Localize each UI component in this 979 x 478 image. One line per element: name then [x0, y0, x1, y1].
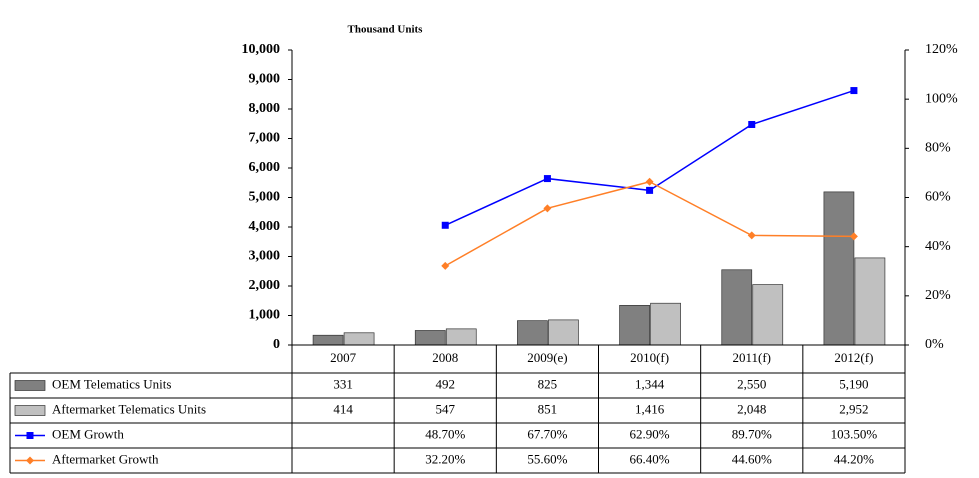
bar: [517, 320, 548, 346]
y2-tick-label: 60%: [925, 190, 951, 205]
bar: [752, 284, 784, 346]
table-value: 67.70%: [527, 426, 567, 441]
bar: [414, 330, 446, 346]
y-tick-label: 5,000: [249, 190, 281, 205]
bar: [823, 191, 855, 346]
table-value: 851: [538, 401, 558, 416]
table-value: 44.20%: [834, 451, 874, 466]
table-value: 2,048: [737, 401, 766, 416]
y2-tick-label: 0%: [925, 337, 944, 352]
y-tick-label: 10,000: [242, 42, 281, 57]
legend-label: OEM Telematics Units: [52, 376, 171, 391]
marker: [748, 120, 756, 128]
y-tick-label: 3,000: [249, 249, 281, 264]
table-value: 414: [333, 401, 353, 416]
table-value: 48.70%: [425, 426, 465, 441]
y-tick-label: 6,000: [249, 160, 281, 175]
bar: [650, 302, 681, 346]
legend-swatch: [14, 405, 46, 416]
x-tick-label: 2009(e): [527, 350, 567, 365]
table-value: 331: [333, 376, 353, 391]
marker: [543, 204, 552, 213]
marker: [850, 87, 858, 95]
line: [444, 180, 854, 267]
y2-tick-label: 100%: [925, 91, 958, 106]
y2-tick-label: 20%: [925, 288, 951, 303]
y-tick-label: 2,000: [249, 278, 281, 293]
y2-tick-label: 40%: [925, 239, 951, 254]
table-value: 2,550: [737, 376, 766, 391]
legend-swatch: [14, 380, 46, 391]
y2-tick-label: 80%: [925, 141, 951, 156]
x-tick-label: 2011(f): [732, 350, 771, 365]
chart-title: Thousand Units: [348, 24, 424, 36]
bar: [445, 328, 477, 346]
x-tick-label: 2008: [432, 350, 458, 365]
marker: [646, 186, 654, 194]
table-value: 2,952: [839, 401, 868, 416]
table-value: 5,190: [839, 376, 868, 391]
table-value: 32.20%: [425, 451, 465, 466]
x-tick-label: 2007: [330, 350, 357, 365]
marker: [645, 177, 654, 186]
y-tick-label: 8,000: [249, 101, 281, 116]
bar: [619, 305, 650, 346]
marker: [441, 221, 449, 229]
table-value: 55.60%: [527, 451, 567, 466]
bar: [312, 334, 344, 346]
table-value: 89.70%: [732, 426, 772, 441]
legend-label: Aftermarket Growth: [52, 451, 159, 466]
table-value: 103.50%: [831, 426, 878, 441]
bar: [854, 257, 886, 346]
table-value: 547: [436, 401, 456, 416]
legend-label: OEM Growth: [52, 426, 124, 441]
x-tick-label: 2012(f): [834, 350, 873, 365]
y-tick-label: 0: [273, 337, 280, 352]
bar: [721, 269, 753, 346]
y-tick-label: 7,000: [249, 131, 281, 146]
table-value: 1,416: [635, 401, 665, 416]
legend-label: Aftermarket Telematics Units: [52, 401, 206, 416]
table-value: 492: [436, 376, 456, 391]
marker: [441, 261, 450, 270]
marker: [543, 175, 551, 183]
x-tick-label: 2010(f): [630, 350, 669, 365]
y2-tick-label: 120%: [925, 42, 958, 57]
y-tick-label: 4,000: [249, 219, 281, 234]
table-value: 66.40%: [630, 451, 670, 466]
line: [444, 89, 855, 226]
legend-marker: [26, 456, 34, 465]
table-value: 44.60%: [732, 451, 772, 466]
table-value: 1,344: [635, 376, 665, 391]
marker: [849, 232, 858, 241]
marker: [747, 231, 756, 240]
bar: [343, 332, 375, 346]
table-value: 825: [538, 376, 558, 391]
y-tick-label: 9,000: [249, 72, 281, 87]
y-tick-label: 1,000: [249, 308, 281, 323]
bar: [548, 319, 579, 346]
table-value: 62.90%: [630, 426, 670, 441]
legend-marker: [26, 432, 34, 439]
